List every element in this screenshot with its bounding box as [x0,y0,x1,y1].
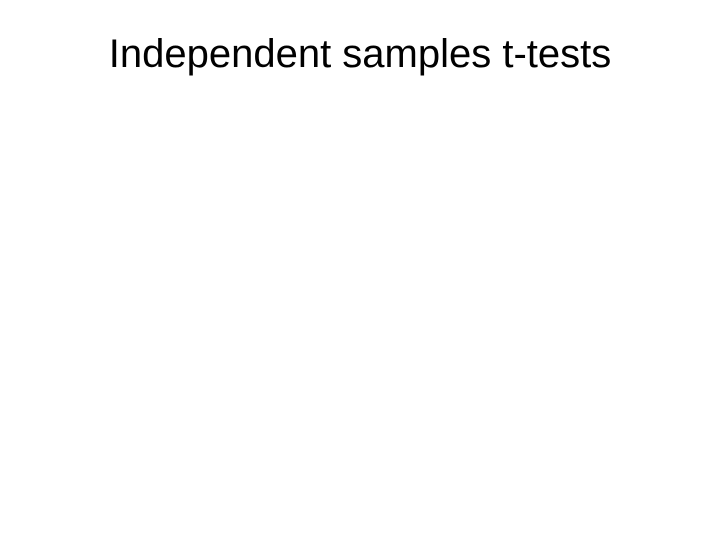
slide: Independent samples t-tests [0,0,720,540]
slide-title: Independent samples t-tests [0,32,720,77]
